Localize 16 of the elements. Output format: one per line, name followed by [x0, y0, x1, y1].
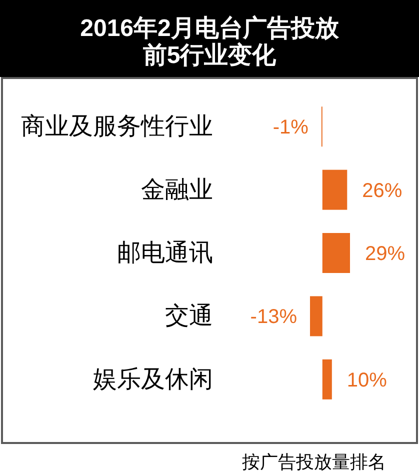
text: 按广告投放量排名: [242, 452, 386, 472]
data-label: 10%: [346, 369, 388, 392]
title: 2016年2月电台广告投放前5行业变化: [80, 15, 339, 69]
y-tick-label: 金融业: [141, 176, 213, 204]
bar: [322, 233, 350, 273]
y-tick-label: 邮电通讯: [117, 240, 213, 266]
y-tick-label: 商业及服务性行业: [21, 113, 213, 140]
bar: [322, 359, 332, 400]
data-label: -13%: [250, 306, 298, 328]
y-tick-label: 交通: [165, 302, 213, 330]
data-label: -1%: [272, 116, 309, 139]
bar: [322, 170, 348, 210]
data-label: 26%: [362, 180, 402, 202]
bar: [310, 296, 322, 336]
data-label: 29%: [365, 243, 406, 265]
y-tick-label: 娱乐及休闲: [93, 366, 213, 393]
